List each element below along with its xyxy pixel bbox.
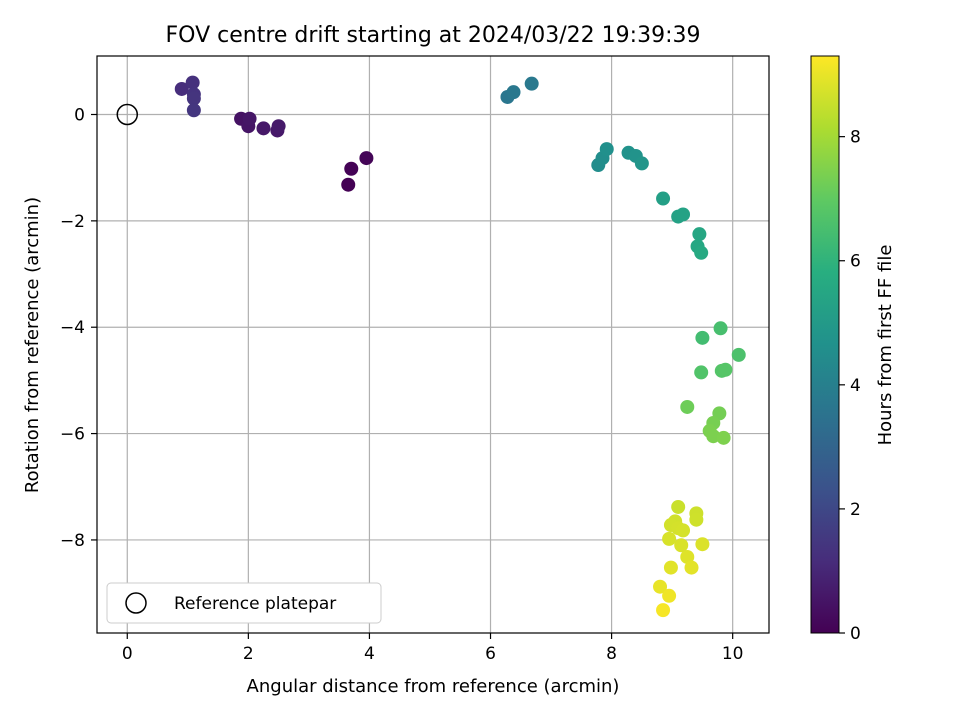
reference-marker — [116, 103, 139, 126]
data-point — [186, 103, 201, 118]
colorbar-tick-label: 0 — [850, 624, 861, 644]
data-point — [676, 523, 691, 538]
data-point — [694, 365, 709, 380]
data-point — [653, 579, 668, 594]
y-axis-ticks: 0 −2 −4 −6 −8 — [60, 105, 97, 551]
data-point — [662, 588, 677, 603]
data-point — [671, 499, 686, 514]
x-tick-label: 8 — [606, 644, 617, 664]
reference-point — [116, 103, 139, 126]
colorbar-tick-label: 6 — [850, 252, 861, 272]
y-tick-label: −2 — [60, 212, 85, 232]
data-point — [680, 399, 695, 414]
data-point — [676, 207, 691, 222]
data-point — [344, 161, 359, 176]
data-point — [663, 560, 678, 575]
data-point — [656, 191, 671, 206]
data-point — [599, 142, 614, 157]
legend: Reference platepar — [106, 582, 382, 624]
y-tick-label: −4 — [60, 318, 85, 338]
x-tick-label: 4 — [364, 644, 375, 664]
colorbar-label: Hours from first FF file — [875, 245, 896, 446]
data-point — [692, 227, 707, 242]
colorbar: 0 2 4 6 8 Hours from first FF file — [810, 55, 896, 644]
data-point — [680, 549, 695, 564]
colorbar-ticks: 0 2 4 6 8 — [839, 128, 861, 644]
data-point — [506, 85, 521, 100]
chart-title: FOV centre drift starting at 2024/03/22 … — [166, 23, 701, 48]
colorbar-gradient — [810, 55, 840, 634]
data-point — [731, 347, 746, 362]
data-point — [242, 111, 257, 126]
legend-marker — [125, 592, 147, 614]
data-point — [689, 512, 704, 527]
y-axis-label: Rotation from reference (arcmin) — [22, 197, 43, 493]
data-point — [713, 321, 728, 336]
data-point — [716, 430, 731, 445]
data-point — [695, 330, 710, 345]
data-point — [662, 531, 677, 546]
y-tick-label: −8 — [60, 531, 85, 551]
data-point — [706, 429, 721, 444]
data-point — [256, 121, 271, 136]
x-tick-label: 6 — [485, 644, 496, 664]
data-point — [271, 119, 286, 134]
colorbar-tick-label: 2 — [850, 500, 861, 520]
colorbar-tick-label: 8 — [850, 128, 861, 148]
data-point — [718, 362, 733, 377]
legend-label: Reference platepar — [174, 594, 336, 614]
legend-box — [106, 582, 382, 624]
data-point — [524, 76, 539, 91]
x-axis-label: Angular distance from reference (arcmin) — [247, 676, 620, 697]
data-point — [186, 91, 201, 106]
data-points — [174, 75, 746, 618]
grid-lines — [97, 56, 769, 633]
data-point — [341, 177, 356, 192]
data-point — [656, 603, 671, 618]
data-point — [695, 537, 710, 552]
data-point — [359, 151, 374, 166]
data-point — [684, 560, 699, 575]
x-tick-label: 2 — [243, 644, 254, 664]
colorbar-tick-label: 4 — [850, 376, 861, 396]
plot-area-frame — [96, 55, 770, 634]
x-axis-ticks: 0 2 4 6 8 10 — [122, 633, 744, 664]
x-tick-label: 0 — [122, 644, 133, 664]
data-point — [174, 81, 189, 96]
data-point — [694, 245, 709, 260]
x-tick-label: 10 — [722, 644, 744, 664]
y-tick-label: 0 — [74, 105, 85, 125]
y-tick-label: −6 — [60, 425, 85, 445]
data-point — [634, 156, 649, 171]
data-point — [185, 75, 200, 90]
data-point — [674, 538, 689, 553]
